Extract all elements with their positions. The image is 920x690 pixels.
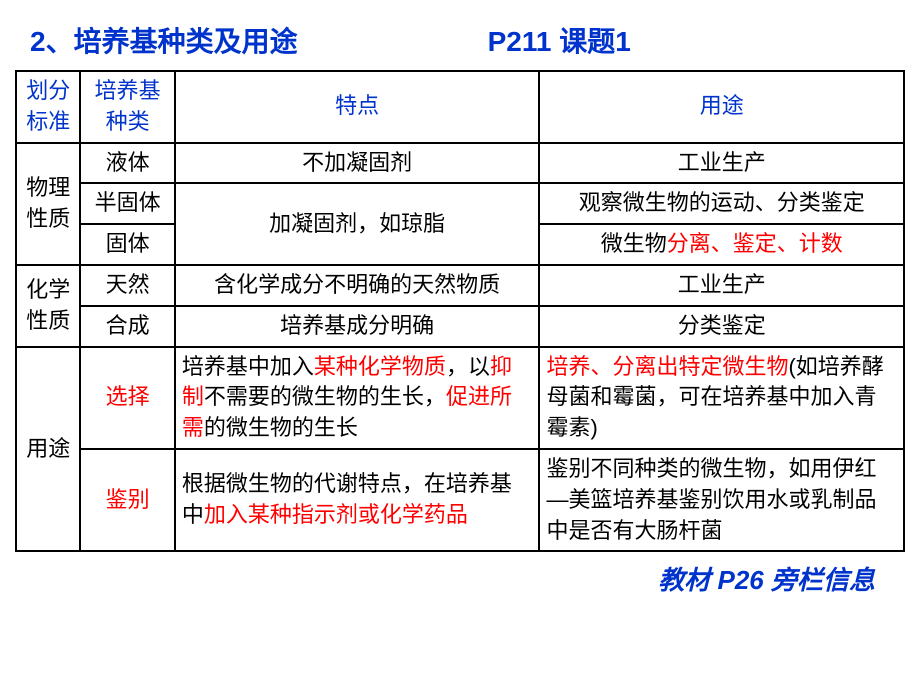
col-use: 用途: [539, 71, 904, 143]
col-feature: 特点: [175, 71, 540, 143]
page-subtitle: P211 课题1: [488, 20, 631, 60]
type-natural: 天然: [80, 265, 174, 306]
footer-note: 教材 P26 旁栏信息: [15, 560, 905, 597]
fs3: ，以: [446, 354, 490, 379]
fi2: 加入某种指示剂或化学药品: [204, 502, 468, 527]
row-natural: 化学性质 天然 含化学成分不明确的天然物质 工业生产: [16, 265, 904, 306]
use-natural: 工业生产: [539, 265, 904, 306]
col-criteria: 划分标准: [16, 71, 80, 143]
feature-synthetic: 培养基成分明确: [175, 306, 540, 347]
use-synthetic: 分类鉴定: [539, 306, 904, 347]
row-semisolid: 半固体 加凝固剂，如琼脂 观察微生物的运动、分类鉴定: [16, 183, 904, 224]
use-identify: 鉴别不同种类的微生物，如用伊红—美篮培养基鉴别饮用水或乳制品中是否有大肠杆菌: [539, 449, 904, 551]
use-select: 培养、分离出特定微生物(如培养酵母菌和霉菌，可在培养基中加入青霉素): [539, 347, 904, 449]
row-liquid: 物理性质 液体 不加凝固剂 工业生产: [16, 143, 904, 184]
group-usage: 用途: [16, 347, 80, 552]
header-row: 2、培养基种类及用途 P211 课题1: [15, 20, 905, 60]
fs1: 培养基中加入: [182, 354, 314, 379]
table-header-row: 划分标准 培养基种类 特点 用途: [16, 71, 904, 143]
feature-natural: 含化学成分不明确的天然物质: [175, 265, 540, 306]
type-liquid: 液体: [80, 143, 174, 184]
us1: 培养、分离出特定微生物: [546, 354, 788, 379]
row-select: 用途 选择 培养基中加入某种化学物质，以抑制不需要的微生物的生长，促进所需的微生…: [16, 347, 904, 449]
feature-identify: 根据微生物的代谢特点，在培养基中加入某种指示剂或化学药品: [175, 449, 540, 551]
row-identify: 鉴别 根据微生物的代谢特点，在培养基中加入某种指示剂或化学药品 鉴别不同种类的微…: [16, 449, 904, 551]
feature-solidifier: 加凝固剂，如琼脂: [175, 183, 540, 265]
fs5: 不需要的微生物的生长，: [204, 384, 446, 409]
col-type: 培养基种类: [80, 71, 174, 143]
use-semisolid: 观察微生物的运动、分类鉴定: [539, 183, 904, 224]
use-solid-red: 分离、鉴定、计数: [667, 231, 843, 256]
use-solid: 微生物分离、鉴定、计数: [539, 224, 904, 265]
type-semisolid: 半固体: [80, 183, 174, 224]
group-chemical: 化学性质: [16, 265, 80, 347]
use-solid-prefix: 微生物: [601, 231, 667, 256]
medium-table: 划分标准 培养基种类 特点 用途 物理性质 液体 不加凝固剂 工业生产 半固体 …: [15, 70, 905, 552]
feature-select: 培养基中加入某种化学物质，以抑制不需要的微生物的生长，促进所需的微生物的生长: [175, 347, 540, 449]
fs7: 的微生物的生长: [204, 415, 358, 440]
type-identify: 鉴别: [80, 449, 174, 551]
fs2: 某种化学物质: [314, 354, 446, 379]
page-title: 2、培养基种类及用途: [30, 20, 298, 60]
group-physical: 物理性质: [16, 143, 80, 265]
use-liquid: 工业生产: [539, 143, 904, 184]
type-select: 选择: [80, 347, 174, 449]
type-solid: 固体: [80, 224, 174, 265]
type-synthetic: 合成: [80, 306, 174, 347]
row-synthetic: 合成 培养基成分明确 分类鉴定: [16, 306, 904, 347]
feature-liquid: 不加凝固剂: [175, 143, 540, 184]
